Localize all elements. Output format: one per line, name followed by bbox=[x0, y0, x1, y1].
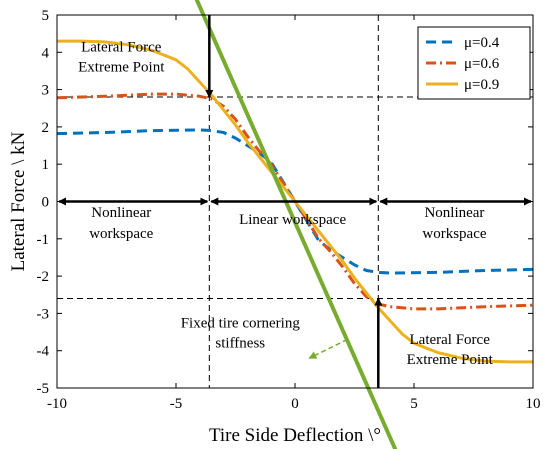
legend-items: μ=0.4 μ=0.6 μ=0.9 bbox=[426, 35, 500, 93]
arrow-layer bbox=[58, 15, 532, 388]
extreme-point-bottom-label: Extreme Point bbox=[407, 352, 494, 368]
y-tick-label: -4 bbox=[37, 344, 50, 360]
y-tick-label: -1 bbox=[37, 232, 50, 248]
stiffness-label: Fixed tire cornering bbox=[181, 316, 301, 332]
extreme-point-top-label: Extreme Point bbox=[78, 60, 165, 76]
y-tick-label: 3 bbox=[42, 83, 50, 99]
stiffness-pointer-arrow bbox=[308, 338, 348, 359]
y-tick-label: 1 bbox=[42, 157, 50, 173]
nonlinear-left-label: workspace bbox=[89, 226, 153, 242]
y-tick-label: 0 bbox=[42, 195, 50, 211]
legend-label: μ=0.9 bbox=[464, 77, 499, 93]
y-tick-label: 4 bbox=[42, 45, 50, 61]
y-tick-label: 5 bbox=[42, 8, 50, 24]
x-tick-label: 5 bbox=[410, 396, 418, 412]
legend: μ=0.4 μ=0.6 μ=0.9 bbox=[417, 26, 531, 100]
nonlinear-left-label: Nonlinear bbox=[91, 205, 151, 221]
y-tick-label: -5 bbox=[37, 381, 50, 397]
y-tick-label: -2 bbox=[37, 269, 50, 285]
nonlinear-right-label: Nonlinear bbox=[424, 205, 484, 221]
x-tick-label: 10 bbox=[526, 396, 541, 412]
legend-label: μ=0.6 bbox=[464, 56, 500, 72]
stiffness-label: stiffness bbox=[215, 336, 265, 352]
x-axis-label: Tire Side Deflection \° bbox=[209, 425, 381, 446]
extreme-point-bottom-label: Lateral Force bbox=[410, 332, 491, 348]
x-tick-label: -10 bbox=[47, 396, 67, 412]
x-tick-label: -5 bbox=[170, 396, 183, 412]
linear-workspace-label: Linear workspace bbox=[239, 212, 346, 228]
x-tick-label: 0 bbox=[291, 396, 299, 412]
extreme-point-top-label: Lateral Force bbox=[81, 40, 162, 56]
y-tick-label: -3 bbox=[37, 306, 50, 322]
nonlinear-right-label: workspace bbox=[422, 226, 486, 242]
legend-box bbox=[417, 26, 531, 100]
annotations: Lateral Force Extreme Point Nonlinear wo… bbox=[78, 40, 494, 369]
y-tick-label: 2 bbox=[42, 120, 50, 136]
y-axis-label: Lateral Force \ kN bbox=[8, 131, 29, 271]
legend-label: μ=0.4 bbox=[464, 35, 500, 51]
